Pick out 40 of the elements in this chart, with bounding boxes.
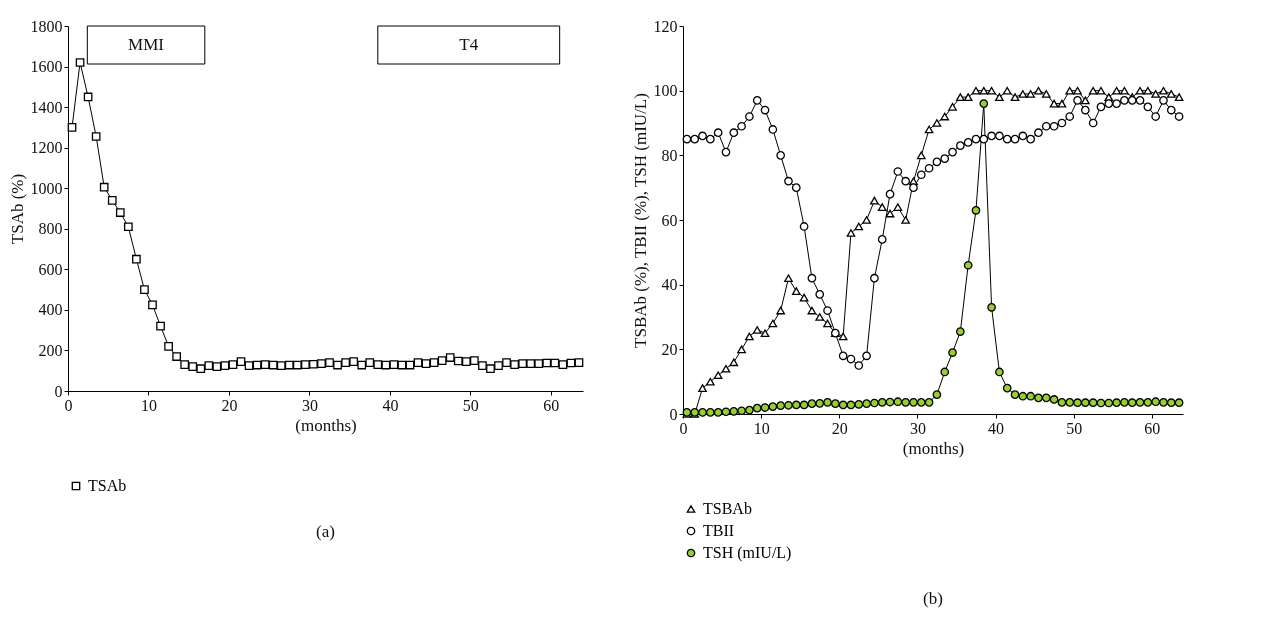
y-tick-label: 0 [54,382,63,400]
x-tick-label: 40 [382,396,399,414]
band-label: MMI [128,35,165,54]
text: (a) [316,522,335,541]
x-tick-label: 50 [1066,419,1083,437]
y-tick-label: 1200 [30,139,63,157]
legend-label: TBII [703,522,735,539]
x-tick-label: 50 [462,396,479,414]
y-tick-label: 100 [653,82,678,100]
y-tick-label: 600 [38,260,63,278]
legend-label: TSAb [88,477,127,494]
y-tick-label: 40 [661,276,678,294]
legend-label: TSH (mIU/L) [703,544,792,562]
y-tick-label: 120 [653,17,678,35]
y-tick-label: 1600 [30,58,63,76]
y-tick-label: 400 [38,301,63,319]
y-tick-label: 20 [661,340,678,358]
legend-label: TSBAb [703,500,752,517]
x-tick-label: 10 [140,396,157,414]
y-tick-label: 60 [661,211,678,229]
text: (b) [923,589,943,608]
x-tick-label: 30 [909,419,926,437]
y-tick-label: 1800 [30,17,63,35]
y-axis-title: TSBAb (%), TBII (%), TSH (mIU/L) [630,93,650,348]
y-tick-label: 1000 [30,179,63,197]
y-tick-label: 200 [38,341,63,359]
x-tick-label: 20 [221,396,238,414]
x-axis-title: (months) [902,438,965,458]
y-tick-label: 1400 [30,98,63,116]
y-tick-label: 80 [661,146,678,164]
x-tick-label: 40 [988,419,1004,437]
x-tick-label: 60 [543,396,560,414]
x-tick-label: 60 [1144,419,1161,437]
band-label: T4 [459,35,479,54]
y-tick-label: 800 [38,220,63,238]
x-tick-label: 10 [753,419,770,437]
y-axis-title: TSAb (%) [7,173,27,245]
x-tick-label: 20 [831,419,848,437]
x-axis-title: (months) [295,415,357,435]
x-tick-label: 30 [301,396,318,414]
